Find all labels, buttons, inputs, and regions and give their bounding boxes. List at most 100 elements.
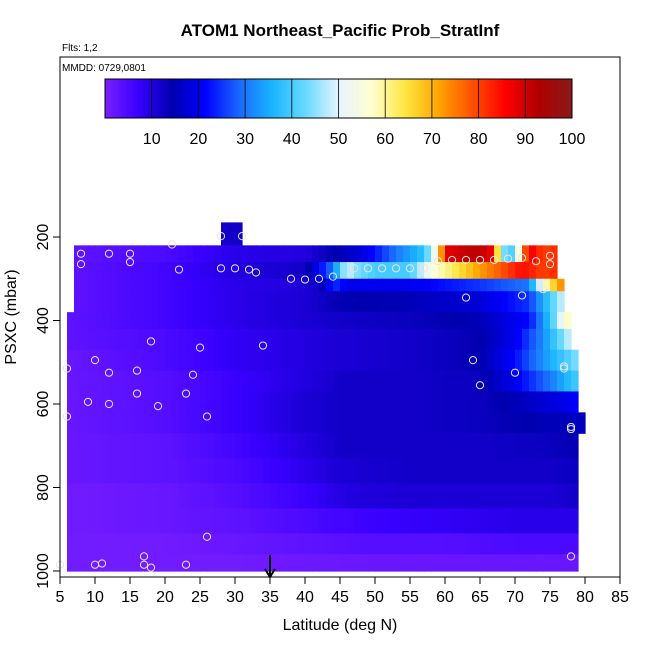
heatmap-cell <box>109 433 117 459</box>
heatmap-cell <box>123 433 131 459</box>
heatmap-cell <box>340 433 348 459</box>
heatmap-cell <box>151 370 159 393</box>
heatmap-cell <box>172 483 180 509</box>
heatmap-cell <box>151 533 159 555</box>
heatmap-cell <box>417 458 425 484</box>
heatmap-cell <box>564 483 572 509</box>
heatmap-cell <box>263 328 271 351</box>
heatmap-cell <box>333 433 341 459</box>
heatmap-cell <box>431 291 439 313</box>
heatmap-cell <box>228 328 236 351</box>
heatmap-cell <box>158 391 166 413</box>
heatmap-cell <box>270 554 278 572</box>
heatmap-cell <box>207 328 215 351</box>
heatmap-cell <box>326 412 334 434</box>
heatmap-cell <box>74 433 82 459</box>
heatmap-cell <box>165 278 173 292</box>
y-axis: 200 400 600 800 1000 <box>35 224 61 589</box>
heatmap-cell <box>452 262 460 280</box>
colorbar-swatch <box>319 79 323 118</box>
colorbar-swatch <box>569 79 573 118</box>
heatmap-cell <box>522 349 530 372</box>
heatmap-cell <box>130 412 138 434</box>
heatmap-cell <box>410 312 418 330</box>
heatmap-cell <box>361 458 369 484</box>
heatmap-cell <box>375 533 383 555</box>
heatmap-cell <box>480 245 488 263</box>
heatmap-cell <box>389 312 397 330</box>
x-tick-label: 55 <box>401 589 419 606</box>
heatmap-cell <box>333 483 341 509</box>
heatmap-cell <box>494 391 502 413</box>
heatmap-cell <box>305 554 313 572</box>
heatmap-cell <box>571 458 579 484</box>
observation-point <box>62 412 72 421</box>
colorbar-swatch <box>275 79 279 118</box>
heatmap-cell <box>207 312 215 330</box>
heatmap-cell <box>452 312 460 330</box>
heatmap-cell <box>158 554 166 572</box>
heatmap-cell <box>333 412 341 434</box>
heatmap-cell <box>109 554 117 572</box>
heatmap-cell <box>291 245 299 263</box>
colorbar-swatch <box>322 79 325 118</box>
heatmap-cell <box>109 291 117 313</box>
heatmap-cell <box>172 370 180 393</box>
heatmap-cell <box>536 262 544 280</box>
colorbar-swatch <box>364 79 368 118</box>
observation-point <box>153 401 163 411</box>
heatmap-cell <box>417 328 425 351</box>
heatmap-cell <box>102 433 110 459</box>
heatmap-cell <box>333 370 341 393</box>
heatmap-cell <box>396 278 404 292</box>
heatmap-cell <box>333 328 341 351</box>
heatmap-cell <box>361 291 369 313</box>
heatmap-cell <box>200 483 208 509</box>
heatmap-cell <box>256 391 264 413</box>
heatmap-cell <box>529 483 537 509</box>
date-label: MMDD: 0729,0801 <box>62 63 146 74</box>
heatmap-cell <box>207 370 215 393</box>
heatmap-cell <box>270 328 278 351</box>
heatmap-cell <box>249 245 257 263</box>
heatmap-cell <box>389 458 397 484</box>
heatmap-cell <box>228 349 236 372</box>
heatmap-cell <box>242 245 250 263</box>
colorbar-swatch <box>112 79 115 118</box>
heatmap-cell <box>487 370 495 393</box>
heatmap-cell <box>501 554 509 572</box>
heatmap-cell <box>382 458 390 484</box>
heatmap-cell <box>298 483 306 509</box>
heatmap-cell <box>74 391 82 413</box>
heatmap-cell <box>417 554 425 572</box>
colorbar-tick-label: 50 <box>330 131 348 148</box>
colorbar-swatch <box>147 79 150 118</box>
heatmap-cell <box>522 412 530 434</box>
heatmap-cell <box>214 458 222 484</box>
heatmap-cell <box>354 483 362 509</box>
heatmap-cell <box>158 370 166 393</box>
heatmap-cell <box>214 328 222 351</box>
heatmap-cell <box>277 483 285 509</box>
heatmap-cell <box>151 312 159 330</box>
heatmap-cell <box>522 291 530 313</box>
heatmap-cell <box>529 328 537 351</box>
colorbar-swatch <box>452 79 456 118</box>
heatmap-cell <box>123 458 131 484</box>
heatmap-cell <box>564 349 572 372</box>
heatmap-cell <box>207 349 215 372</box>
observation-point <box>531 257 541 266</box>
heatmap-cell <box>88 278 96 292</box>
heatmap-cell <box>515 349 523 372</box>
colorbar-swatch <box>294 79 297 118</box>
heatmap-cell <box>466 262 474 280</box>
heatmap-cell <box>326 391 334 413</box>
heatmap-cell <box>375 278 383 292</box>
heatmap-cell <box>277 533 285 555</box>
heatmap-cell <box>508 458 516 484</box>
heatmap-cell <box>494 370 502 393</box>
heatmap-cell <box>200 245 208 263</box>
observation-point <box>174 265 184 274</box>
heatmap-cell <box>179 349 187 372</box>
colorbar-swatch <box>249 79 253 118</box>
